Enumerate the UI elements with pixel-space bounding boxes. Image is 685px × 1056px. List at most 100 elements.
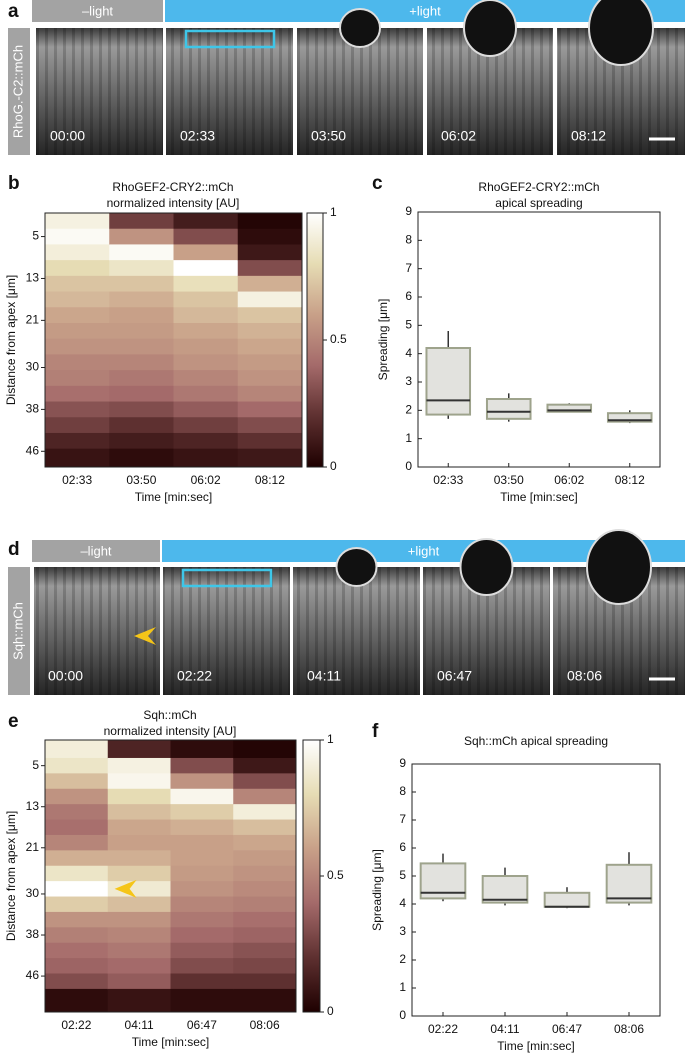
heatmap-cell [45, 354, 110, 371]
heatmap-cell [237, 291, 303, 308]
chart-title: Sqh::mCh [143, 708, 196, 722]
heatmap-cell [233, 865, 297, 882]
x-tick-label: 02:22 [61, 1018, 91, 1032]
colorbar [302, 739, 321, 1013]
heatmap-cell [170, 819, 234, 836]
box [425, 347, 472, 416]
heatmap-cell [173, 354, 239, 371]
heatmap-cell [107, 804, 171, 821]
heatmap-cell [237, 275, 303, 293]
heatmap-cell [233, 896, 297, 913]
heatmap-cell [45, 850, 109, 867]
heatmap-cell [107, 865, 171, 882]
heatmap-cell [233, 988, 297, 1013]
heatmap-cell [170, 740, 234, 759]
plot-frame [44, 739, 297, 1013]
heatmap-cell [45, 385, 110, 403]
colorbar-tick-label: 0.5 [327, 868, 344, 882]
condition-bar [162, 540, 685, 562]
heatmap-cell [109, 307, 174, 324]
plot-frame [417, 211, 661, 468]
heatmap-cell [109, 275, 174, 293]
x-tick-label: 03:50 [494, 473, 524, 487]
heatmap-cell [45, 740, 109, 759]
heatmap-cell [109, 244, 174, 261]
micrograph-texture [166, 28, 293, 155]
heatmap-cell [237, 322, 303, 340]
y-tick-label: 4 [399, 896, 406, 910]
heatmap-cell [45, 942, 109, 959]
heatmap-cell [107, 942, 171, 959]
heatmap-cell [233, 819, 297, 836]
apical-notch [586, 529, 652, 605]
y-tick-label: 0 [405, 459, 412, 473]
box [606, 412, 653, 423]
heatmap-cell [45, 260, 110, 277]
y-tick-label: 21 [26, 840, 40, 854]
heatmap-cell [45, 788, 109, 805]
panel-letter: e [8, 711, 19, 732]
side-label-box [8, 567, 30, 695]
heatmap-cell [237, 338, 303, 355]
heatmap-cell [109, 370, 174, 387]
y-tick-label: 7 [399, 812, 406, 826]
chart-title: RhoGEF2-CRY2::mCh [478, 180, 599, 194]
heatmap-cell [170, 958, 234, 975]
box [481, 875, 529, 904]
y-tick-label: 21 [26, 313, 40, 327]
heatmap-cell [173, 385, 239, 403]
box [605, 863, 653, 904]
y-tick-label: 5 [399, 868, 406, 882]
heatmap-cell [170, 927, 234, 944]
region-box [181, 568, 273, 588]
heatmap-cell [45, 988, 109, 1013]
micrograph-texture [293, 567, 420, 695]
box [546, 403, 593, 413]
heatmap-cell [173, 370, 239, 387]
heatmap-cell [237, 417, 303, 434]
heatmap-cell [170, 788, 234, 805]
y-axis-label: Distance from apex [μm] [4, 811, 18, 941]
heatmap-cell [170, 804, 234, 821]
micrograph-texture [163, 567, 290, 695]
colorbar-tick-label: 0 [327, 1004, 334, 1018]
chart-title: Sqh::mCh apical spreading [464, 734, 608, 748]
heatmap-cell [45, 228, 110, 245]
y-tick-label: 8 [405, 233, 412, 247]
heatmap-cell [107, 773, 171, 790]
y-tick-label: 1 [399, 980, 406, 994]
micrograph-texture [36, 28, 163, 155]
y-tick-label: 46 [26, 443, 40, 457]
timestamp: 06:47 [437, 668, 472, 684]
heatmap-cell [173, 291, 239, 308]
panel-letter: f [372, 721, 379, 742]
panel-letter: c [372, 173, 383, 194]
chart-subtitle: apical spreading [495, 196, 582, 210]
heatmap-cell [45, 958, 109, 975]
side-label-box [8, 28, 30, 155]
heatmap-cell [233, 773, 297, 790]
heatmap-cell [45, 432, 110, 450]
apical-notch [459, 538, 514, 596]
heatmap-cell [233, 927, 297, 944]
arrowhead [134, 627, 156, 645]
heatmap-cell [170, 896, 234, 913]
apical-notch [339, 8, 381, 48]
heatmap-cell [109, 385, 174, 403]
condition-label: +light [409, 3, 441, 18]
x-axis-label: Time [min:sec] [497, 1039, 575, 1053]
condition-label: +light [408, 543, 440, 558]
heatmap-cell [45, 291, 110, 308]
timestamp: 00:00 [48, 668, 83, 684]
heatmap-cell [170, 911, 234, 928]
heatmap-cell [237, 213, 303, 230]
condition-bar [32, 0, 163, 22]
x-axis-label: Time [min:sec] [500, 490, 578, 504]
plot-frame [44, 212, 303, 468]
timestamp: 02:22 [177, 668, 212, 684]
y-axis-label: Spreading [μm] [376, 299, 390, 381]
box [543, 891, 591, 908]
heatmap-cell [173, 448, 239, 468]
panel-letter: a [8, 1, 19, 22]
